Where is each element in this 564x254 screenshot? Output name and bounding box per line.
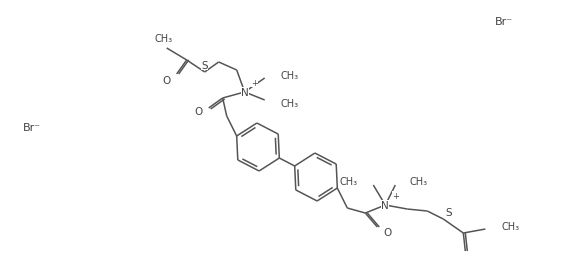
Text: S: S bbox=[201, 61, 208, 71]
Text: CH₃: CH₃ bbox=[409, 176, 428, 186]
Text: N: N bbox=[241, 88, 249, 98]
Text: CH₃: CH₃ bbox=[281, 99, 299, 108]
Text: Br⁻: Br⁻ bbox=[495, 17, 513, 27]
Text: CH₃: CH₃ bbox=[339, 176, 358, 186]
Text: CH₃: CH₃ bbox=[501, 221, 519, 231]
Text: Br⁻: Br⁻ bbox=[23, 122, 41, 133]
Text: CH₃: CH₃ bbox=[155, 34, 173, 44]
Text: +: + bbox=[251, 79, 258, 88]
Text: O: O bbox=[162, 76, 171, 86]
Text: O: O bbox=[195, 107, 203, 117]
Text: CH₃: CH₃ bbox=[281, 71, 299, 81]
Text: +: + bbox=[392, 191, 399, 200]
Text: S: S bbox=[445, 207, 452, 217]
Text: O: O bbox=[383, 227, 391, 237]
Text: N: N bbox=[381, 200, 389, 210]
